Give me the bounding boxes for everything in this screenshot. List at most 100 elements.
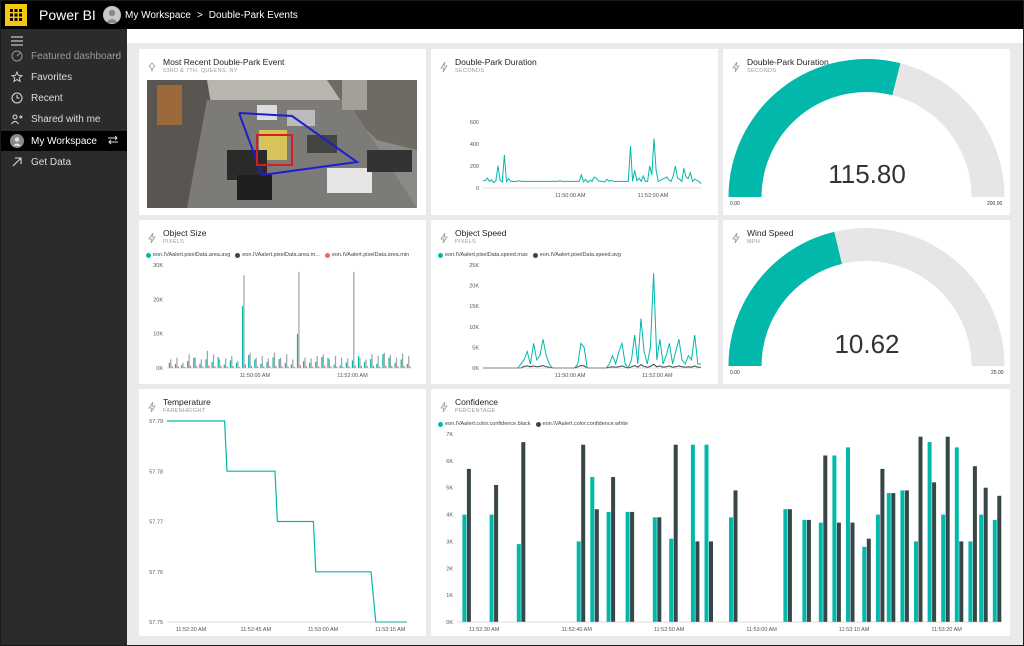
y-tick-label: 10K	[469, 325, 479, 331]
gauge-value: 115.80	[828, 159, 906, 189]
bar-white	[968, 541, 973, 622]
x-tick-label: 11:50:00 AM	[555, 193, 586, 199]
tile-title: Confidence	[455, 397, 499, 407]
bar	[354, 365, 356, 368]
sidebar-item-get-data[interactable]: Get Data	[1, 152, 127, 172]
chart-legend: eon.IVAalert.pixelData.speed.max eon.IVA…	[438, 252, 626, 258]
legend-label: eon.IVAalert.pixelData.speed.avg	[539, 252, 621, 258]
temperature-chart: 57.75 57.76 57.77 57.78 57.79 11:52:30 AM 11:5…	[149, 419, 407, 633]
sidebar-item-favorites[interactable]: Favorites	[1, 67, 127, 87]
bar	[351, 360, 353, 368]
bar	[324, 365, 326, 368]
legend-label: eon.IVAalert.pixelData.area.m...	[242, 252, 320, 258]
tile-temperature[interactable]: Temperature FARENHEIGHT 57.75 57.76 57.77 5…	[139, 389, 426, 636]
bar	[377, 356, 379, 368]
sidebar-item-my-workspace[interactable]: My Workspace	[1, 131, 127, 151]
y-tick-label: 200	[470, 164, 479, 170]
bar-black	[945, 436, 950, 622]
bar-white	[783, 509, 788, 622]
bar	[357, 356, 360, 368]
bar-black	[657, 517, 662, 622]
bar	[231, 356, 233, 368]
y-tick-label: 20K	[469, 284, 479, 290]
sidebar: Featured dashboard ··· Favorites Recent …	[1, 29, 127, 645]
chart-legend: eon.IVAalert.color.confidence.black eon.…	[438, 421, 633, 427]
bar-black	[959, 541, 964, 622]
bar-white	[729, 517, 733, 622]
bar	[296, 333, 299, 368]
hamburger-icon[interactable]	[11, 33, 23, 51]
bar	[359, 357, 361, 368]
breadcrumb-workspace[interactable]: My Workspace	[125, 10, 191, 21]
tile-title: Object Speed	[455, 228, 507, 238]
bar	[290, 364, 292, 368]
sidebar-item-label: Favorites	[31, 71, 73, 83]
tile-title: Double-Park Duration	[455, 57, 537, 67]
user-avatar[interactable]	[103, 6, 121, 24]
bar	[249, 352, 251, 368]
sidebar-item-featured-dashboard[interactable]: Featured dashboard ···	[1, 46, 127, 66]
breadcrumb-dashboard[interactable]: Double-Park Events	[208, 10, 298, 21]
x-tick-label: 11:52:30 AM	[176, 627, 207, 633]
swap-icon[interactable]	[107, 134, 119, 149]
bar	[347, 358, 349, 368]
bar-white	[862, 546, 867, 622]
y-tick-label: 57.75	[149, 620, 163, 626]
more-icon[interactable]: ···	[109, 50, 119, 61]
bar	[316, 356, 318, 368]
tile-wind-speed[interactable]: Wind Speed MPH 10.62 0.00 25.00	[723, 220, 1010, 384]
tile-object-speed[interactable]: Object Speed PIXELS eon.IVAalert.pixelDa…	[431, 220, 718, 384]
tile-title: Most Recent Double-Park Event	[163, 57, 285, 67]
bar	[330, 366, 332, 368]
bar	[327, 357, 329, 368]
bar	[299, 365, 301, 368]
y-tick-label: 2K	[446, 566, 453, 572]
tile-confidence[interactable]: Confidence PERCENTAGE eon.IVAalert.color…	[431, 389, 1010, 636]
tile-most-recent-event[interactable]: Most Recent Double-Park Event 53RD & 7TH…	[139, 49, 426, 215]
bar-white	[462, 514, 467, 622]
x-tick-label: 11:53:15 AM	[375, 627, 406, 633]
bar	[225, 358, 227, 368]
y-tick-label: 5K	[446, 486, 453, 492]
bar-black	[806, 519, 811, 622]
bar	[229, 360, 231, 368]
tile-subtitle: SECONDS	[747, 68, 777, 74]
bar-black	[521, 442, 526, 622]
bar	[177, 366, 179, 368]
tile-duration-gauge[interactable]: Double-Park Duration SECONDS 115.80 0.00…	[723, 49, 1010, 215]
bar	[339, 365, 341, 368]
bar-white	[979, 514, 984, 622]
tile-duration-line[interactable]: Double-Park Duration SECONDS 0 200 400 600 1…	[431, 49, 718, 215]
tile-subtitle: SECONDS	[455, 68, 485, 74]
bar	[385, 365, 387, 368]
bar	[287, 366, 289, 368]
sidebar-item-label: Recent	[31, 92, 63, 104]
bar	[266, 361, 268, 368]
tile-object-size[interactable]: Object Size PIXELS eon.IVAalert.pixelDat…	[139, 220, 426, 384]
x-tick-label: 11:52:00 AM	[642, 373, 673, 379]
tile-subtitle: PIXELS	[455, 239, 477, 245]
sidebar-item-recent[interactable]: Recent	[1, 88, 127, 108]
tile-subtitle: FARENHEIGHT	[163, 408, 206, 414]
bar-white	[992, 519, 997, 622]
bar-black	[709, 541, 713, 622]
top-bar: Power BI My Workspace > Double-Park Events	[1, 1, 1023, 29]
bar-black	[611, 477, 616, 622]
bar	[298, 271, 300, 368]
bar	[389, 355, 391, 368]
sidebar-item-label: My Workspace	[31, 135, 97, 147]
app-launcher-icon[interactable]	[5, 4, 27, 26]
bar	[408, 356, 410, 368]
bar	[400, 359, 402, 368]
lightning-icon	[439, 230, 449, 248]
gauge-min: 0.00	[730, 201, 740, 207]
star-icon	[10, 70, 24, 84]
bar	[199, 364, 201, 368]
bar-black	[904, 490, 909, 622]
bar	[206, 350, 208, 368]
sidebar-item-shared-with-me[interactable]: Shared with me	[1, 109, 127, 129]
tile-subtitle: PIXELS	[163, 239, 185, 245]
gauge-icon	[10, 49, 24, 63]
bar	[200, 359, 202, 368]
tile-subtitle: MPH	[747, 239, 761, 245]
